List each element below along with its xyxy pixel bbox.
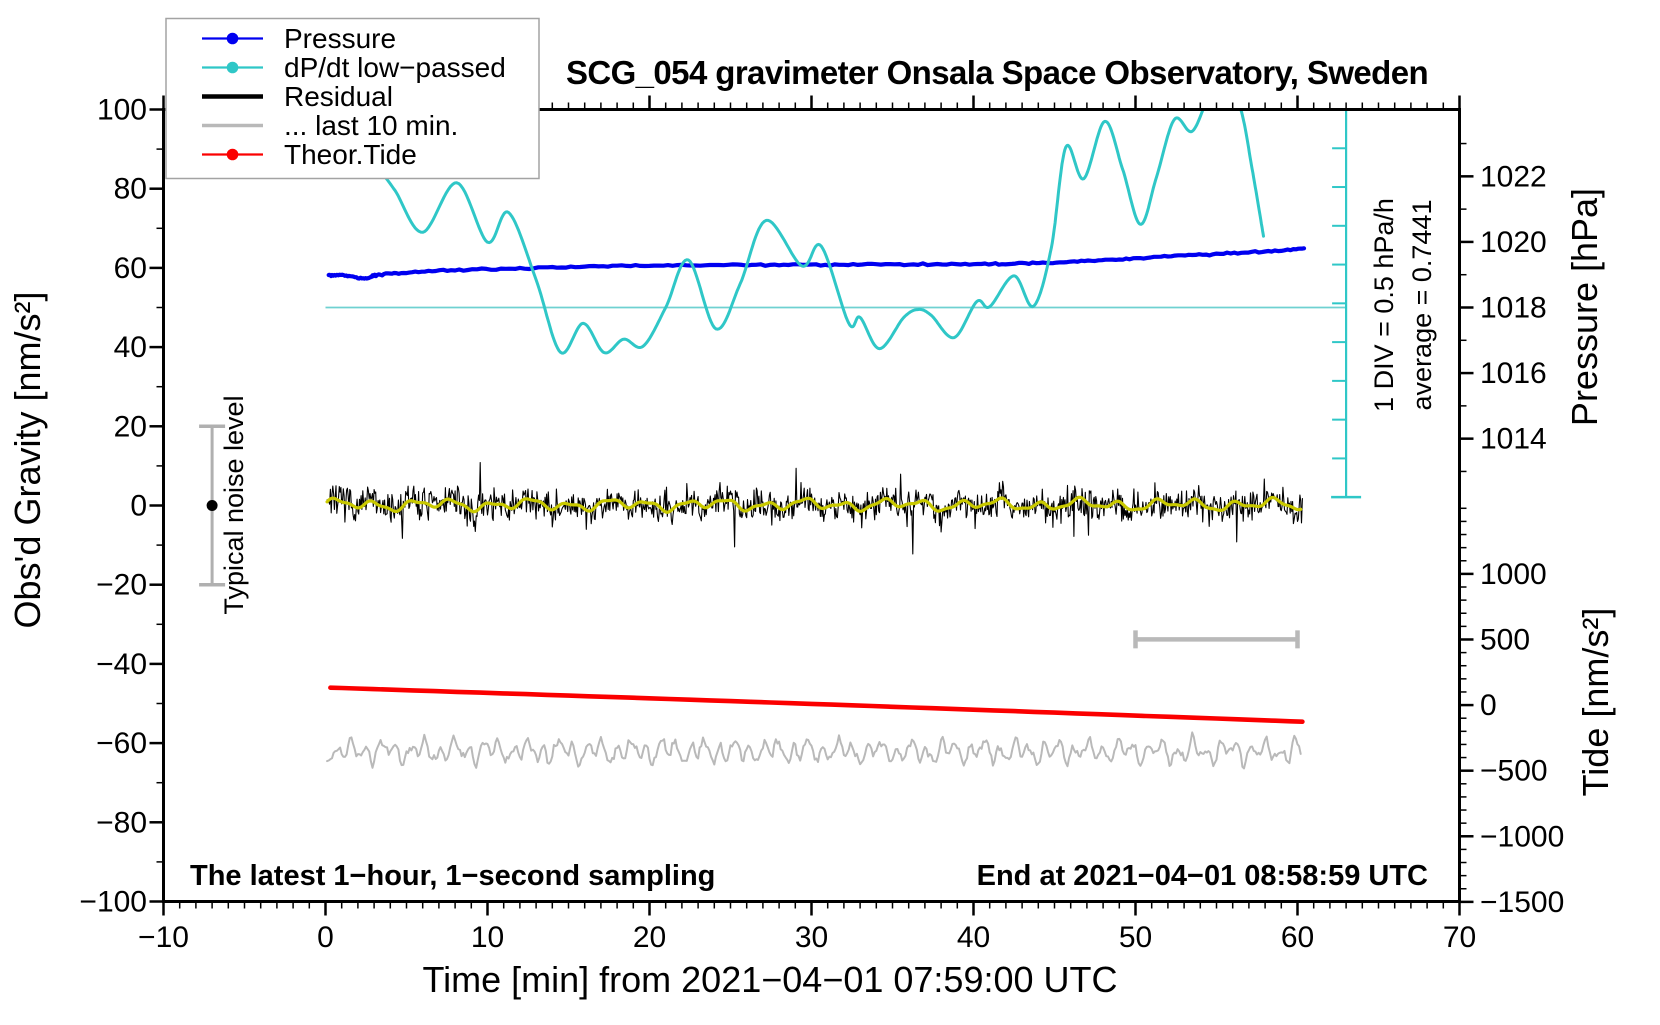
sampling-note: The latest 1−hour, 1−second sampling [190,860,715,892]
plot-frame [162,108,1461,903]
y-left-tick-label: 20 [114,410,147,443]
legend-sample-dot [226,32,239,45]
y-left-tick-label: −20 [96,569,147,602]
x-tick-label: 50 [1119,921,1152,954]
series-curves [325,109,1362,770]
typical-noise-label: Typical noise level [219,395,249,614]
legend-item-label: Residual [284,81,393,112]
legend-item: dP/dt low−passed [202,52,506,83]
y-axis-title-tide: Tide [nm/s²] [1575,608,1616,797]
x-tick-label: 30 [795,921,828,954]
y-left-tick-label: −100 [79,886,147,919]
pressure-tick-label: 1020 [1480,226,1547,259]
legend-item: Theor.Tide [202,139,417,170]
chart-title: SCG_054 gravimeter Onsala Space Observat… [566,54,1428,91]
x-axis-title: Time [min] from 2021−04−01 07:59:00 UTC [422,959,1117,1000]
x-tick-label: −10 [138,921,189,954]
x-tick-label: 20 [633,921,666,954]
legend-item-label: ... last 10 min. [284,110,458,141]
plot-indicators [199,424,1300,649]
pressure-tick-label: 1022 [1480,160,1547,193]
last10min-span-bar [1133,630,1300,649]
tide-tick-label: 1000 [1480,558,1547,591]
legend-sample-dot [226,148,239,161]
pressure-line [326,246,1307,281]
dpdt-lowpassed-line [375,109,1265,355]
div-scale-label: 1 DIV = 0.5 hPa/h [1369,198,1399,412]
pressure-tick-label: 1018 [1480,292,1547,325]
tick-labels: −10 0 10 20 30 40 50 60 70−100−80−60−40−20020406… [79,94,1564,955]
y-left-tick-label: 40 [114,331,147,364]
y-left-tick-label: −80 [96,806,147,839]
y-left-tick-label: 60 [114,252,147,285]
legend-item: Pressure [202,23,396,54]
legend-sample-dot [226,61,239,74]
y-axis-title-gravity: Obs'd Gravity [nm/s²] [7,292,48,629]
x-tick-label: 60 [1281,921,1314,954]
residual-smoothed-line [325,495,1303,514]
end-time-note: End at 2021−04−01 08:58:59 UTC [977,860,1428,892]
legend-item-label: Theor.Tide [284,139,417,170]
legend-item-label: Pressure [284,23,396,54]
tide-tick-label: 500 [1480,623,1530,656]
tide-tick-label: −500 [1480,755,1548,788]
div-scale-bar [1331,109,1362,499]
y-left-tick-label: 80 [114,173,147,206]
y-left-tick-label: −60 [96,727,147,760]
y-axis-title-pressure: Pressure [hPa] [1564,188,1605,426]
legend-item: ... last 10 min. [202,110,458,141]
tide-tick-label: 0 [1480,689,1497,722]
x-tick-label: 0 [317,921,334,954]
x-tick-label: 70 [1443,921,1476,954]
noise-center-dot [206,500,218,511]
legend-item: Residual [202,81,393,112]
y-left-tick-label: −40 [96,648,147,681]
tide-tick-label: −1500 [1480,886,1564,919]
typical-noise-indicator [199,424,226,587]
pressure-tick-label: 1016 [1480,357,1547,390]
x-tick-label: 10 [471,921,504,954]
last10min-trace [326,731,1302,770]
theor-tide-line [328,685,1305,724]
legend-item-label: dP/dt low−passed [284,52,506,83]
tide-tick-label: −1000 [1480,820,1564,853]
y-left-tick-label: 100 [97,94,147,127]
y-left-tick-label: 0 [130,490,147,523]
pressure-tick-label: 1014 [1480,423,1547,456]
x-tick-label: 40 [957,921,990,954]
average-label: average = 0.7441 [1407,200,1437,411]
